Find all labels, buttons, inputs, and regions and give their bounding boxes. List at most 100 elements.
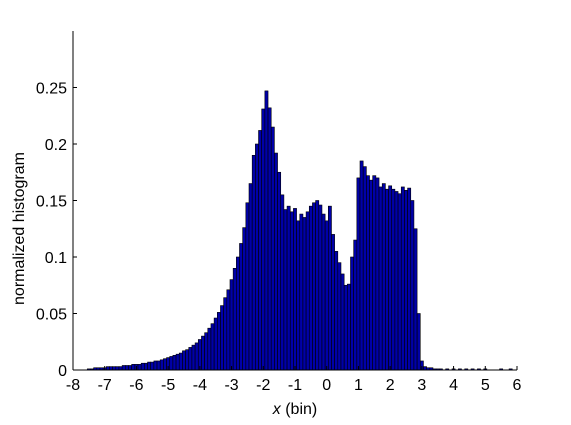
- histogram-bar: [112, 366, 117, 371]
- histogram-bar: [378, 186, 383, 371]
- histogram-bar: [267, 107, 272, 371]
- x-tick-label: -7: [98, 377, 112, 394]
- histogram-bar: [359, 160, 364, 371]
- histogram-bar: [416, 313, 421, 371]
- x-tick-label: -4: [193, 377, 207, 394]
- histogram-bar: [140, 362, 145, 371]
- histogram-bar: [340, 273, 345, 371]
- x-axis-label-unit: (bin): [281, 401, 317, 418]
- histogram-bar: [366, 175, 370, 371]
- histogram-bar: [302, 217, 307, 371]
- x-tick-label: 5: [481, 377, 490, 394]
- histogram-bar: [118, 366, 123, 371]
- histogram-bar: [315, 200, 320, 371]
- histogram-bar: [248, 183, 253, 371]
- x-tick-label: -6: [129, 377, 143, 394]
- histogram-bar: [115, 366, 120, 371]
- histogram-bar: [277, 171, 282, 371]
- histogram-bar: [347, 283, 351, 371]
- histogram-bar: [321, 213, 326, 371]
- y-tick-label: 0.15: [36, 194, 67, 211]
- histogram-bar: [385, 188, 389, 371]
- histogram-bar: [407, 187, 412, 371]
- histogram-bar: [223, 297, 228, 371]
- histogram-bar: [226, 289, 231, 371]
- histogram-bar: [261, 108, 266, 371]
- histogram-bar: [131, 364, 136, 371]
- histogram-bar: [312, 202, 316, 371]
- histogram-bar: [210, 323, 215, 371]
- histogram-bar: [251, 155, 256, 371]
- histogram-bar: [207, 327, 212, 371]
- histogram-bar: [172, 355, 177, 371]
- y-tick-label: 0.1: [45, 250, 67, 267]
- histogram-bar: [337, 262, 342, 371]
- x-tick-label: 0: [322, 377, 331, 394]
- histogram-bar: [391, 188, 396, 371]
- histogram-bar: [197, 339, 202, 371]
- y-tick-label: 0: [58, 363, 67, 380]
- histogram-bar: [159, 359, 164, 371]
- histogram-bar: [217, 312, 221, 371]
- histogram-bar: [258, 130, 262, 371]
- x-axis-label: x (bin): [272, 401, 317, 418]
- histogram-bar: [236, 256, 240, 371]
- histogram-bar: [185, 349, 190, 371]
- histogram-bar: [220, 305, 224, 371]
- histogram-bar: [394, 191, 399, 371]
- histogram-bar: [331, 234, 335, 371]
- histogram-bar: [232, 267, 237, 371]
- histogram-bar: [255, 143, 259, 371]
- histogram-bar: [169, 356, 174, 371]
- histogram-bar: [147, 361, 151, 371]
- histogram-bar: [372, 175, 377, 371]
- histogram-bar: [150, 361, 155, 371]
- x-tick-label: -1: [288, 377, 302, 394]
- x-ticks-group: -8 -7 -6 -5 -4 -3 -2 -1 0 1 2 3 4 5 6: [66, 366, 522, 394]
- histogram-bar: [381, 183, 386, 371]
- x-tick-label: -8: [66, 377, 80, 394]
- histogram-bar: [239, 243, 243, 371]
- histogram-bar: [356, 177, 361, 371]
- histogram-bar: [286, 205, 291, 371]
- histogram-bar: [264, 90, 269, 371]
- histogram-bar: [404, 190, 408, 371]
- histogram-bar: [283, 209, 288, 371]
- bars-group: [86, 90, 513, 371]
- y-axis-label: normalized histogram: [11, 152, 28, 305]
- histogram-bar: [175, 353, 180, 371]
- histogram-bar: [156, 360, 161, 371]
- histogram-bar: [178, 352, 183, 371]
- histogram-bar: [369, 179, 373, 371]
- histogram-bar: [274, 152, 278, 371]
- histogram-bar: [109, 366, 113, 371]
- histogram-bar: [201, 335, 205, 371]
- x-tick-label: 2: [386, 377, 395, 394]
- histogram-bar: [121, 365, 126, 371]
- histogram-bar: [327, 205, 332, 371]
- histogram-bar: [194, 342, 199, 371]
- histogram-bar: [188, 347, 193, 371]
- histogram-bar: [293, 208, 297, 371]
- histogram-bar: [362, 166, 367, 371]
- histogram-bar: [299, 213, 304, 371]
- histogram-bar: [305, 211, 310, 371]
- x-axis-label-var: x: [272, 401, 282, 418]
- histogram-bar: [375, 177, 380, 371]
- histogram-bar: [128, 365, 132, 371]
- histogram-bar: [270, 126, 275, 371]
- x-tick-label: 4: [449, 377, 458, 394]
- histogram-bar: [125, 365, 129, 371]
- x-tick-label: -3: [224, 377, 238, 394]
- histogram-bar: [388, 185, 393, 371]
- x-tick-label: 6: [513, 377, 522, 394]
- histogram-bar: [410, 200, 415, 371]
- x-tick-label: 1: [354, 377, 363, 394]
- histogram-bar: [153, 360, 158, 371]
- x-tick-label: -5: [161, 377, 175, 394]
- histogram-bar: [245, 202, 250, 371]
- histogram-bar: [144, 362, 148, 371]
- x-tick-label: 3: [417, 377, 426, 394]
